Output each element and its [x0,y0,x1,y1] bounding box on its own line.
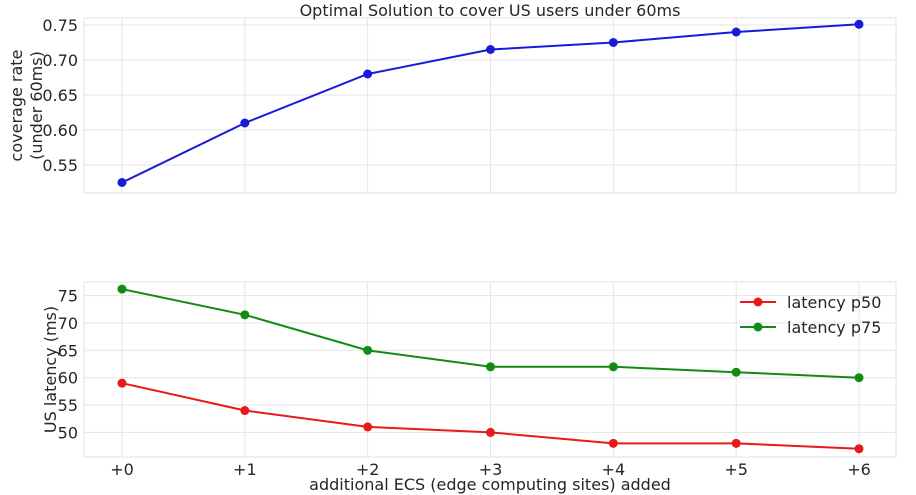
data-point [486,362,495,372]
data-point [854,444,864,454]
y-tick-label: 50 [58,423,78,442]
data-point [608,438,618,448]
y-axis-label: (under 60ms) [27,51,46,160]
chart-title: Optimal Solution to cover US users under… [300,1,681,20]
data-point [731,438,741,448]
data-point [854,373,864,383]
coverage-rate-chart: 0.55 0.60 0.65 0.70 0.75 Optimal Solution to … [7,1,897,194]
data-point [363,69,373,79]
data-point [608,38,618,47]
data-point [854,19,864,29]
data-point [363,422,373,432]
latency-chart: 50 55 60 65 70 75 +0 +1 +2 +3 +4 +5 +6 US latency (ms… [41,281,897,494]
legend-marker [753,297,763,307]
data-point [363,345,373,355]
data-point [117,178,127,187]
y-tick-label: 60 [58,369,78,388]
legend-marker [753,322,763,332]
x-axis-label: additional ECS (edge computing sites) ad… [309,475,671,494]
data-point [486,427,495,437]
legend-label: latency p75 [787,318,881,337]
x-tick-label: +5 [724,460,748,479]
data-point [117,378,127,388]
data-point [731,27,741,37]
x-tick-label: +4 [602,460,626,479]
y-tick-label: 0.55 [42,156,78,175]
y-tick-label: 0.75 [42,16,78,35]
data-point [608,362,618,372]
legend-label: latency p50 [787,293,881,312]
x-tick-label: +2 [356,460,380,479]
y-axis-label: coverage rate [7,50,26,162]
y-tick-label: 65 [58,341,78,360]
x-tick-label: +6 [847,460,871,479]
data-point [117,284,127,294]
x-tick-label: +1 [233,460,257,479]
x-tick-label: +0 [110,460,134,479]
y-tick-label: 75 [58,287,78,306]
data-point [486,45,495,54]
y-tick-label: 0.70 [42,51,78,70]
data-point [240,310,250,320]
y-tick-label: 70 [58,314,78,333]
x-tick-label: +3 [479,460,503,479]
y-tick-label: 0.60 [42,121,78,140]
data-point [240,118,250,128]
y-tick-label: 55 [58,396,78,415]
legend: latency p50 latency p75 [740,293,881,337]
data-point [240,406,250,416]
data-point [731,367,741,377]
y-tick-label: 0.65 [42,86,78,105]
y-axis-label: US latency (ms) [41,306,60,433]
